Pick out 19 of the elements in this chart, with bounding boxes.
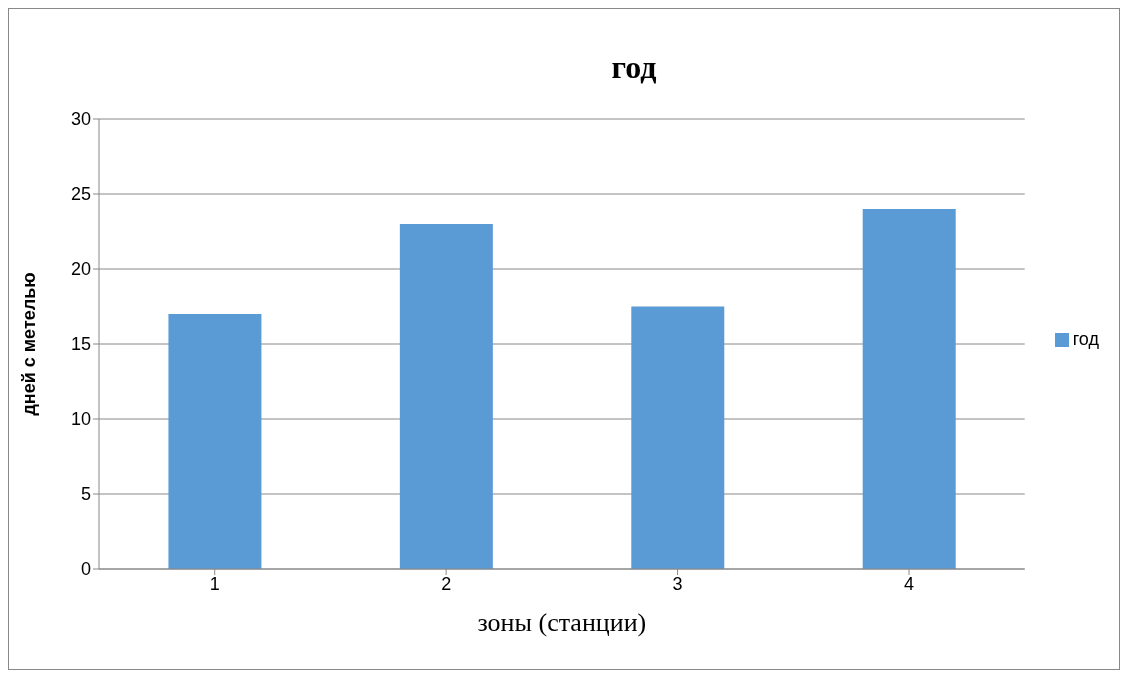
y-tick-label: 30 (70, 109, 91, 130)
y-tick-label: 15 (70, 334, 91, 355)
chart-title: год (610, 49, 658, 86)
y-tick-label: 25 (70, 184, 91, 205)
bar (862, 209, 956, 569)
x-tick-label: 3 (672, 573, 683, 594)
y-tick-label: 10 (70, 409, 91, 430)
legend-label: год (1072, 328, 1099, 349)
y-tick-label: 5 (80, 484, 91, 505)
y-tick-label: 0 (80, 559, 91, 580)
bar (399, 224, 493, 569)
y-tick-label: 20 (70, 259, 91, 280)
bar (168, 314, 262, 569)
x-tick-label: 1 (209, 573, 220, 594)
x-tick-label: 2 (441, 573, 452, 594)
x-tick-label: 4 (903, 573, 914, 594)
x-axis-title: зоны (станции) (477, 608, 647, 637)
y-axis-title: дней с метелью (19, 272, 40, 416)
bar (631, 306, 725, 569)
